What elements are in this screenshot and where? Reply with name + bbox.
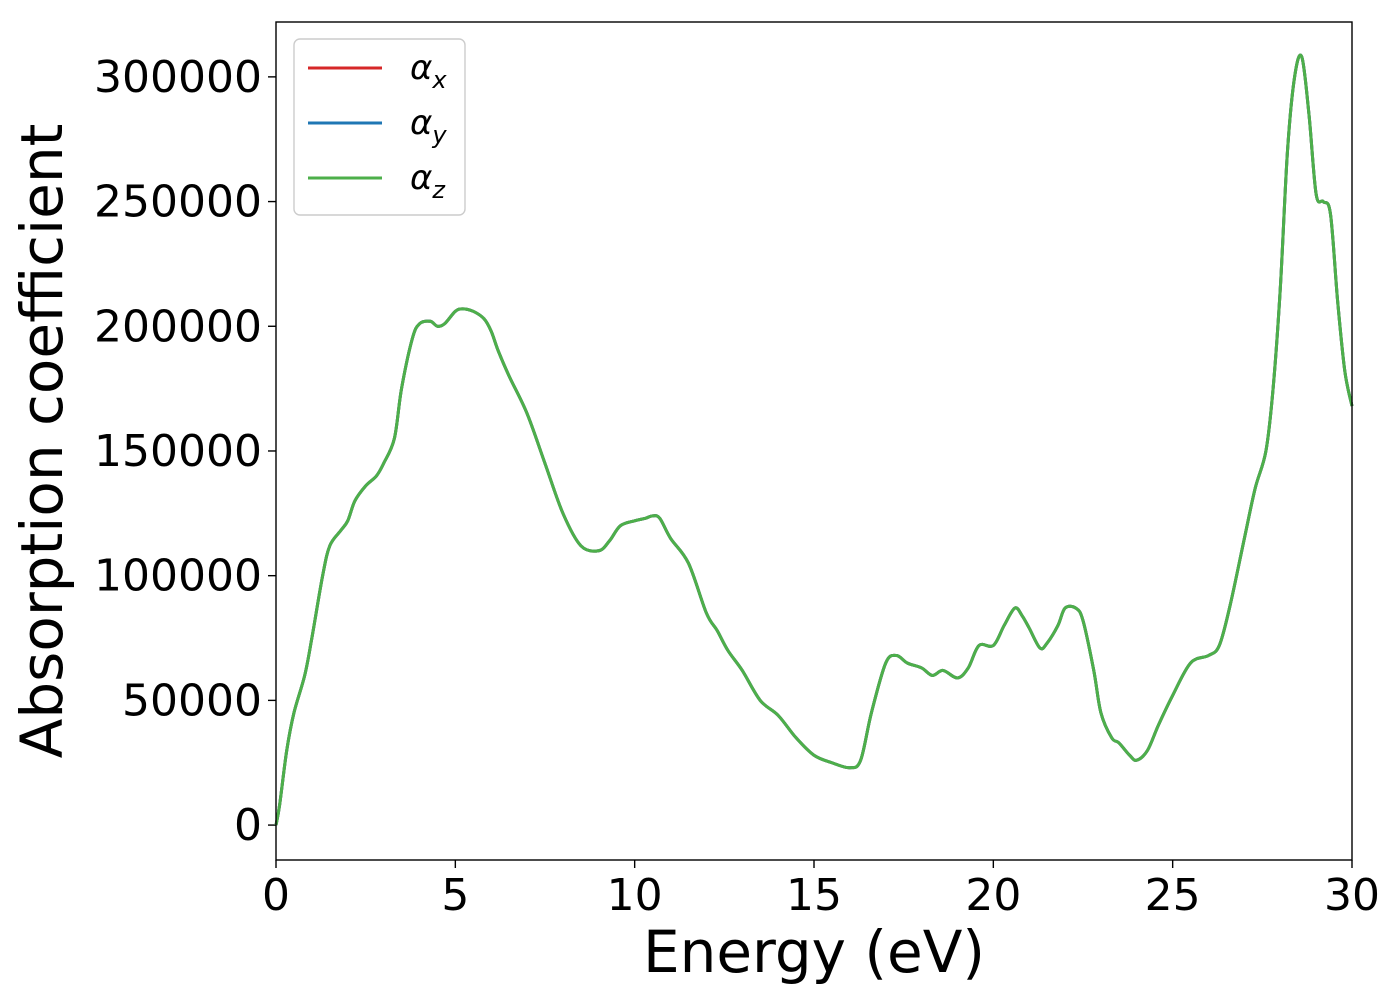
plot-lines bbox=[274, 53, 1354, 826]
legend-symbol: α bbox=[410, 103, 432, 143]
legend-label-alpha-y: αy bbox=[410, 103, 447, 149]
y-axis-label: Absorption coefficient bbox=[8, 124, 76, 759]
legend-label-alpha-z: αz bbox=[410, 158, 446, 204]
y-tick-label: 200000 bbox=[94, 301, 262, 352]
y-tick-label: 300000 bbox=[94, 52, 262, 103]
y-tick-label: 250000 bbox=[94, 177, 262, 228]
y-tick-label: 100000 bbox=[94, 551, 262, 602]
x-axis-ticks: 0 5 10 15 20 25 30 bbox=[262, 860, 1380, 921]
x-axis-label: Energy (eV) bbox=[643, 918, 985, 986]
legend-subscript: x bbox=[431, 66, 447, 94]
series-line-alpha-z bbox=[274, 53, 1354, 826]
legend-symbol: α bbox=[410, 158, 432, 198]
y-tick-label: 150000 bbox=[94, 426, 262, 477]
legend-subscript: z bbox=[431, 176, 446, 204]
y-tick-label: 0 bbox=[234, 800, 262, 851]
x-tick-label: 5 bbox=[441, 870, 469, 921]
x-tick-label: 10 bbox=[607, 870, 663, 921]
legend-subscript: y bbox=[431, 121, 447, 149]
legend-label-alpha-x: αx bbox=[410, 48, 447, 94]
y-axis-ticks: 0 50000 100000 150000 200000 250000 300000 bbox=[94, 52, 276, 851]
x-tick-label: 30 bbox=[1324, 870, 1380, 921]
x-tick-label: 15 bbox=[786, 870, 842, 921]
x-tick-label: 25 bbox=[1145, 870, 1201, 921]
x-tick-label: 0 bbox=[262, 870, 290, 921]
legend-box bbox=[293, 38, 466, 216]
x-tick-label: 20 bbox=[965, 870, 1021, 921]
plot-frame bbox=[275, 21, 1353, 861]
legend-symbol: α bbox=[410, 48, 432, 88]
y-tick-label: 50000 bbox=[122, 675, 262, 726]
